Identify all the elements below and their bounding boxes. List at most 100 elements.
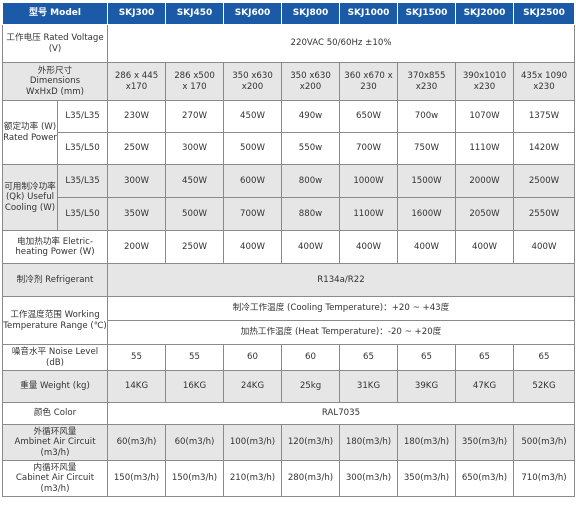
table-cell: 14KG [107,370,166,403]
row-label-noise: 噪音水平 Noise Level (dB) [2,344,108,371]
row-label-weight: 重量 Weight (kg) [2,370,108,403]
row-label-dimensions: 外形尺寸 Dimensions WxHxD (mm) [2,62,108,101]
table-row: 电加热功率 Eletric-heating Power (W) 200W 250… [2,230,575,264]
table-cell: 1110W [455,132,514,165]
condition-label: L35/L35 [57,164,108,198]
table-row: 内循环风量 Cabinet Air Circuit (m3/h) 150(m3/… [2,460,575,497]
table-cell: 2000W [455,164,514,198]
table-row: 外循环风量 Ambinet Air Circuit (m3/h) 60(m3/h… [2,424,575,461]
row-label-voltage: 工作电压 Rated Voltage (V) [2,24,108,63]
table-cell: 700w [397,100,456,133]
cell-value: 500 [521,437,538,448]
cell-line: 350 x630 [290,71,331,81]
cell-line: x230 [415,81,438,92]
cell-value: 180 [403,437,421,448]
table-cell: 450W [223,100,282,133]
table-cell: 286 x 445 x170 [107,62,166,101]
table-cell: 280(m3/h) [281,460,340,497]
table-cell: 710(m3/h) [513,460,575,497]
table-cell: 60(m3/h) [107,424,166,461]
color-value: RAL7035 [107,402,575,425]
heating-temperature-value: 加热工作温度 (Heat Temperature)：-20 ~ +20度 [107,320,575,345]
cell-line: 230 [360,81,377,92]
table-cell: 1500W [397,164,456,198]
table-cell: 400W [513,230,575,264]
table-cell: 550w [281,132,340,165]
table-cell: 2500W [513,164,575,198]
table-row: 额定功率 (W) Rated Power L35/L35 230W 270W 4… [2,100,575,165]
table-cell: 700W [339,132,398,165]
cell-value: 60 [174,437,186,448]
cooling-temperature-value: 制冷工作温度 (Cooling Temperature)：+20 ~ +43度 [107,296,575,321]
table-cell: 31KG [339,370,398,403]
table-cell: 120(m3/h) [281,424,340,461]
model-header: SKJ1000 [339,2,398,25]
table-cell: 700W [223,197,282,231]
table-cell: 360 x670 x 230 [339,62,398,101]
cell-unit: (m3/h) [420,437,450,448]
table-cell: 400W [397,230,456,264]
model-header: SKJ600 [223,2,282,25]
table-cell: 400W [281,230,340,264]
table-cell: 400W [455,230,514,264]
table-cell: 350 x630 x200 [223,62,282,101]
row-label-text: 外循环风量 [33,426,77,437]
model-header: SKJ300 [107,2,166,25]
table-cell: 180(m3/h) [339,424,398,461]
table-cell: 370x855 x230 [397,62,456,101]
cell-line: 390x1010 [462,71,507,81]
table-cell: 1070W [455,100,514,133]
table-cell: 250W [107,132,166,165]
cell-unit: (m3/h) [185,437,215,448]
table-cell: 24KG [223,370,282,403]
cell-unit: (m3/h) [130,473,160,484]
row-label-cabinet-air: 内循环风量 Cabinet Air Circuit (m3/h) [2,460,108,497]
table-cell: 100(m3/h) [223,424,282,461]
table-cell: 2550W [513,197,575,231]
table-cell: 270W [165,100,224,133]
table-cell: 250W [165,230,224,264]
table-cell: 500W [165,197,224,231]
table-cell: 400W [223,230,282,264]
row-label-heating: 电加热功率 Eletric-heating Power (W) [2,230,108,264]
cell-unit: (m3/h) [362,473,392,484]
cell-value: 350 [403,473,421,484]
table-cell: 150(m3/h) [165,460,224,497]
cell-value: 710 [521,473,538,484]
row-label-text: Ambinet Air Circuit [14,437,96,448]
table-cell: 435x 1090 x230 [513,62,575,101]
row-label-temperature: 工作温度范围 Working Temperature Range (℃) [2,296,108,345]
table-cell: 1000W [339,164,398,198]
table-cell: 60(m3/h) [165,424,224,461]
table-row: 加热工作温度 (Heat Temperature)：-20 ~ +20度 [3,320,575,345]
table-row: 外形尺寸 Dimensions WxHxD (mm) 286 x 445 x170… [2,62,575,101]
cell-value: 120 [287,437,305,448]
cell-value: 210 [229,473,247,484]
table-cell: 490w [281,100,340,133]
header-row: 型号 Model SKJ300 SKJ450 SKJ600 SKJ800 SKJ… [2,2,575,25]
table-cell: 210(m3/h) [223,460,282,497]
model-header: SKJ800 [281,2,340,25]
cell-value: 180 [345,437,363,448]
table-cell: 500(m3/h) [513,424,575,461]
row-label-text: Cabinet Air Circuit [15,473,95,484]
row-label-ambient-air: 外循环风量 Ambinet Air Circuit (m3/h) [2,424,108,461]
cell-line: 350 x630 [232,71,273,81]
cell-line: x230 [533,81,555,92]
table-cell: 65 [397,344,456,371]
cell-unit: (m3/h) [127,437,157,448]
cell-value: 100 [229,437,247,448]
table-cell: 800w [281,164,340,198]
row-label-color: 颜色 Color [2,402,108,425]
cell-unit: (m3/h) [362,437,392,448]
table-cell: 650W [339,100,398,133]
table-cell: 1600W [397,197,456,231]
table-cell: 39KG [397,370,456,403]
table-cell: 1420W [513,132,575,165]
table-row: 颜色 Color RAL7035 [2,402,575,425]
table-cell: 350W [107,197,166,231]
cell-value: 350 [461,437,479,448]
cell-line: 435x 1090 [520,71,568,81]
table-row: 可用制冷功率 (Qk) Useful Cooling (W) L35/L35 3… [2,164,575,231]
